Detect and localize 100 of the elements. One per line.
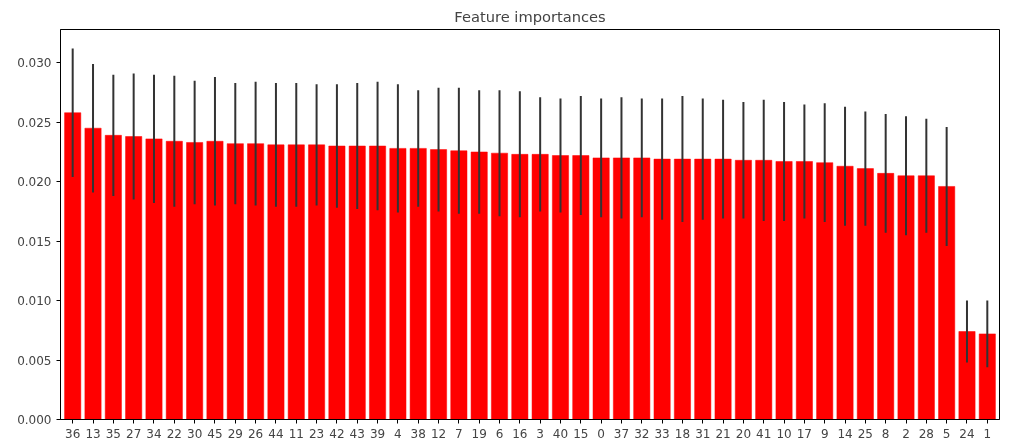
x-tick-label: 39 bbox=[369, 426, 386, 441]
bar bbox=[552, 155, 569, 420]
chart-title: Feature importances bbox=[454, 7, 606, 25]
bar bbox=[104, 135, 122, 420]
bar bbox=[491, 152, 508, 420]
y-tick-label: 0.015 bbox=[17, 234, 52, 249]
bar bbox=[389, 148, 407, 420]
y-tick-label: 0.025 bbox=[17, 115, 52, 130]
x-tick-label: 16 bbox=[512, 426, 528, 441]
x-tick-label: 36 bbox=[65, 426, 81, 441]
bar bbox=[816, 162, 834, 420]
bar bbox=[917, 175, 935, 420]
y-tick-label: 0.030 bbox=[17, 56, 52, 71]
bar bbox=[775, 161, 793, 420]
bar bbox=[836, 165, 854, 420]
bar bbox=[430, 149, 447, 420]
bar bbox=[856, 168, 874, 420]
bar bbox=[613, 157, 630, 420]
x-tick-label: 17 bbox=[796, 426, 813, 441]
x-tick-label: 1 bbox=[983, 426, 992, 441]
bar bbox=[369, 145, 386, 420]
bar bbox=[409, 148, 427, 420]
x-tick-label: 45 bbox=[207, 426, 223, 441]
bar bbox=[186, 142, 204, 420]
x-tick-label: 40 bbox=[552, 426, 569, 441]
x-tick-label: 18 bbox=[674, 426, 691, 441]
bar bbox=[287, 144, 305, 420]
x-tick-label: 22 bbox=[166, 426, 182, 441]
x-tick-label: 31 bbox=[695, 426, 711, 441]
x-tick-label: 4 bbox=[394, 426, 402, 441]
x-tick-label: 15 bbox=[573, 426, 589, 441]
bar bbox=[206, 141, 224, 420]
bar bbox=[64, 112, 82, 420]
x-tick-label: 33 bbox=[654, 426, 670, 441]
x-tick-label: 14 bbox=[837, 426, 853, 441]
x-tick-label: 6 bbox=[495, 426, 504, 441]
bar bbox=[226, 143, 244, 420]
bar bbox=[308, 144, 325, 420]
x-tick-label: 41 bbox=[756, 426, 772, 441]
bar bbox=[633, 157, 651, 420]
x-tick-label: 37 bbox=[613, 426, 630, 441]
bar bbox=[694, 158, 712, 420]
y-tick-label: 0.010 bbox=[17, 294, 52, 309]
x-tick-label: 32 bbox=[634, 426, 650, 441]
y-tick-label: 0.000 bbox=[17, 413, 52, 427]
x-tick-label: 3 bbox=[536, 426, 544, 441]
x-tick-label: 9 bbox=[820, 426, 829, 441]
bar bbox=[165, 141, 183, 420]
x-tick-label: 2 bbox=[902, 426, 910, 441]
bar bbox=[958, 331, 976, 420]
x-tick-label: 28 bbox=[918, 426, 934, 441]
x-tick-label: 7 bbox=[455, 426, 463, 441]
x-tick-label: 27 bbox=[126, 426, 142, 441]
x-tick-label: 13 bbox=[85, 426, 101, 441]
bar bbox=[978, 333, 996, 420]
bar bbox=[714, 158, 732, 420]
bar bbox=[328, 145, 346, 420]
y-tick-label: 0.005 bbox=[17, 353, 52, 368]
bar bbox=[897, 175, 915, 420]
bar bbox=[755, 160, 773, 420]
y-tick-label: 0.020 bbox=[17, 175, 52, 190]
bar bbox=[348, 145, 366, 420]
bar bbox=[267, 144, 285, 420]
x-tick-label: 30 bbox=[187, 426, 203, 441]
x-tick-label: 8 bbox=[881, 426, 890, 441]
x-tick-label: 35 bbox=[105, 426, 121, 441]
x-tick-label: 5 bbox=[942, 426, 951, 441]
bar bbox=[145, 138, 163, 420]
bar bbox=[572, 155, 590, 420]
bar bbox=[450, 150, 468, 420]
x-tick-label: 34 bbox=[146, 426, 162, 441]
x-tick-label: 43 bbox=[349, 426, 365, 441]
x-tick-label: 26 bbox=[247, 426, 264, 441]
x-tick-label: 24 bbox=[959, 426, 975, 441]
x-tick-label: 12 bbox=[430, 426, 447, 441]
bar bbox=[84, 127, 102, 420]
x-tick-label: 20 bbox=[735, 426, 752, 441]
x-tick-label: 11 bbox=[288, 426, 304, 441]
bar bbox=[247, 143, 264, 420]
bar bbox=[511, 154, 529, 420]
bar bbox=[674, 158, 691, 420]
x-tick-label: 10 bbox=[776, 426, 792, 441]
x-tick-label: 38 bbox=[410, 426, 426, 441]
bar bbox=[470, 151, 488, 420]
x-tick-label: 19 bbox=[471, 426, 487, 441]
x-tick-label: 29 bbox=[227, 426, 243, 441]
bar bbox=[592, 157, 610, 420]
bar bbox=[877, 173, 895, 420]
x-tick-label: 0 bbox=[597, 426, 605, 441]
bar bbox=[796, 161, 813, 420]
bar bbox=[531, 154, 549, 420]
bar bbox=[125, 136, 143, 420]
x-tick-label: 42 bbox=[329, 426, 345, 441]
bar bbox=[938, 186, 956, 420]
bar bbox=[653, 158, 671, 420]
bar bbox=[735, 160, 752, 420]
x-tick-label: 21 bbox=[715, 426, 731, 441]
x-tick-label: 23 bbox=[308, 426, 325, 441]
x-tick-label: 44 bbox=[268, 426, 284, 441]
x-tick-label: 25 bbox=[857, 426, 873, 441]
